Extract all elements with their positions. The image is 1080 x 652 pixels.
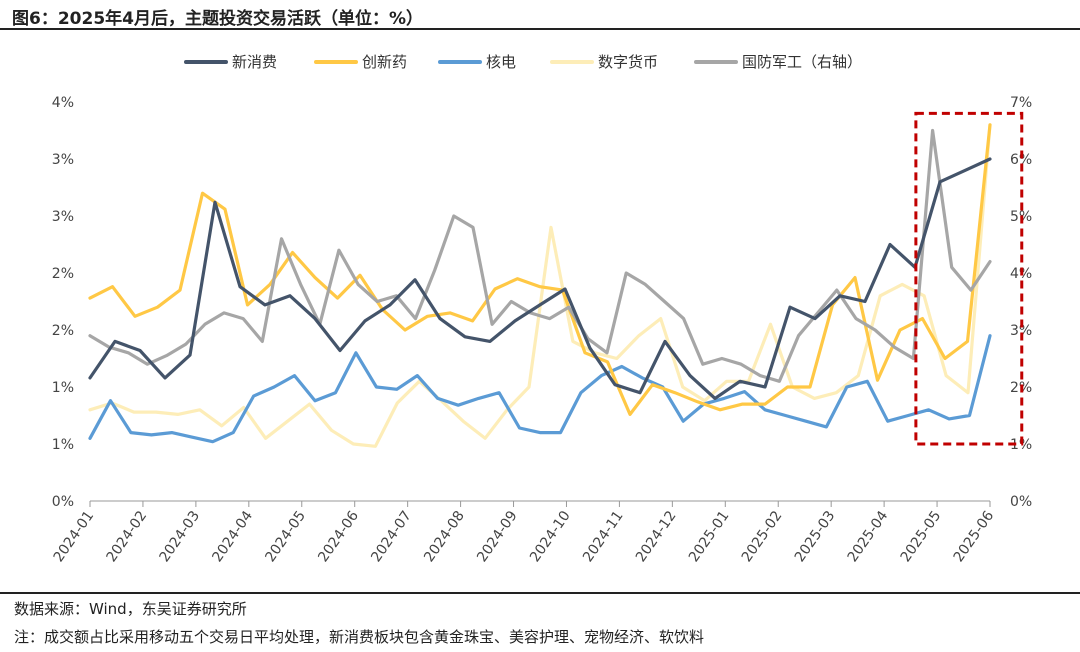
x-tick-label: 2024-06 — [315, 508, 362, 565]
y-right-tick-label: 3% — [1010, 323, 1032, 339]
series-line-创新药 — [88, 123, 992, 416]
x-tick-label: 2024-02 — [104, 508, 151, 565]
y-left-tick-label: 0% — [52, 494, 74, 510]
x-tick-label: 2025-06 — [951, 508, 998, 565]
series-line-新消费 — [88, 157, 992, 400]
chart-area: 0%1%1%2%2%3%3%4%0%1%2%3%4%5%6%7% 2024-01… — [51, 53, 1033, 565]
x-tick-label: 2024-10 — [527, 508, 574, 565]
legend-label: 国防军工（右轴） — [742, 53, 862, 71]
y-left-tick-label: 3% — [52, 152, 74, 168]
legend: 新消费 创新药 核电 数字货币 国防军工（右轴） — [184, 53, 862, 71]
legend-label: 核电 — [486, 53, 516, 71]
footnote: 注：成交额占比采用移动五个交易日平均处理，新消费板块包含黄金珠宝、美容护理、宠物… — [14, 628, 705, 646]
x-tick-label: 2024-01 — [51, 508, 98, 565]
x-tick-label: 2024-04 — [209, 508, 256, 565]
series-layer — [88, 123, 992, 448]
x-tick-label: 2025-05 — [898, 508, 945, 565]
x-tick-label: 2025-01 — [686, 508, 733, 565]
y-right-tick-label: 7% — [1010, 95, 1032, 111]
y-right-tick-label: 1% — [1010, 437, 1032, 453]
highlight-layer — [914, 111, 1024, 446]
footer-rule — [0, 592, 1080, 594]
x-tick-label: 2024-11 — [580, 508, 627, 565]
axes: 0%1%1%2%2%3%3%4%0%1%2%3%4%5%6%7% — [52, 95, 1032, 510]
x-tick-label: 2025-03 — [792, 508, 839, 565]
series-line-国防军工 — [88, 128, 992, 383]
y-left-tick-label: 1% — [52, 380, 74, 396]
series-line-核电 — [88, 334, 992, 444]
x-tick-label: 2024-09 — [474, 508, 521, 565]
x-tick-label: 2024-05 — [262, 508, 309, 565]
x-tick-label: 2024-12 — [633, 508, 680, 565]
y-left-tick-label: 1% — [52, 437, 74, 453]
x-tick-label: 2025-02 — [739, 508, 786, 565]
legend-label: 新消费 — [232, 53, 277, 71]
y-left-tick-label: 2% — [52, 266, 74, 282]
y-right-tick-label: 0% — [1010, 494, 1032, 510]
legend-label: 创新药 — [362, 53, 407, 71]
series-line-数字货币 — [88, 123, 992, 448]
legend-label: 数字货币 — [598, 53, 658, 71]
x-tick-label: 2025-04 — [845, 508, 892, 565]
y-left-tick-label: 4% — [52, 95, 74, 111]
x-tick-label: 2024-03 — [156, 508, 203, 565]
title-rule — [0, 28, 1080, 30]
highlight-box — [914, 111, 1024, 446]
y-left-tick-label: 3% — [52, 209, 74, 225]
x-axis-ticks: 2024-01 2024-02 2024-03 2024-04 2024-05 2024-… — [51, 501, 998, 565]
y-left-tick-label: 2% — [52, 323, 74, 339]
x-tick-label: 2024-07 — [368, 508, 415, 565]
source-note: 数据来源：Wind，东吴证券研究所 — [14, 600, 247, 618]
y-right-tick-label: 6% — [1010, 152, 1032, 168]
x-tick-label: 2024-08 — [421, 508, 468, 565]
chart-title: 图6：2025年4月后，主题投资交易活跃（单位：%） — [12, 9, 424, 29]
